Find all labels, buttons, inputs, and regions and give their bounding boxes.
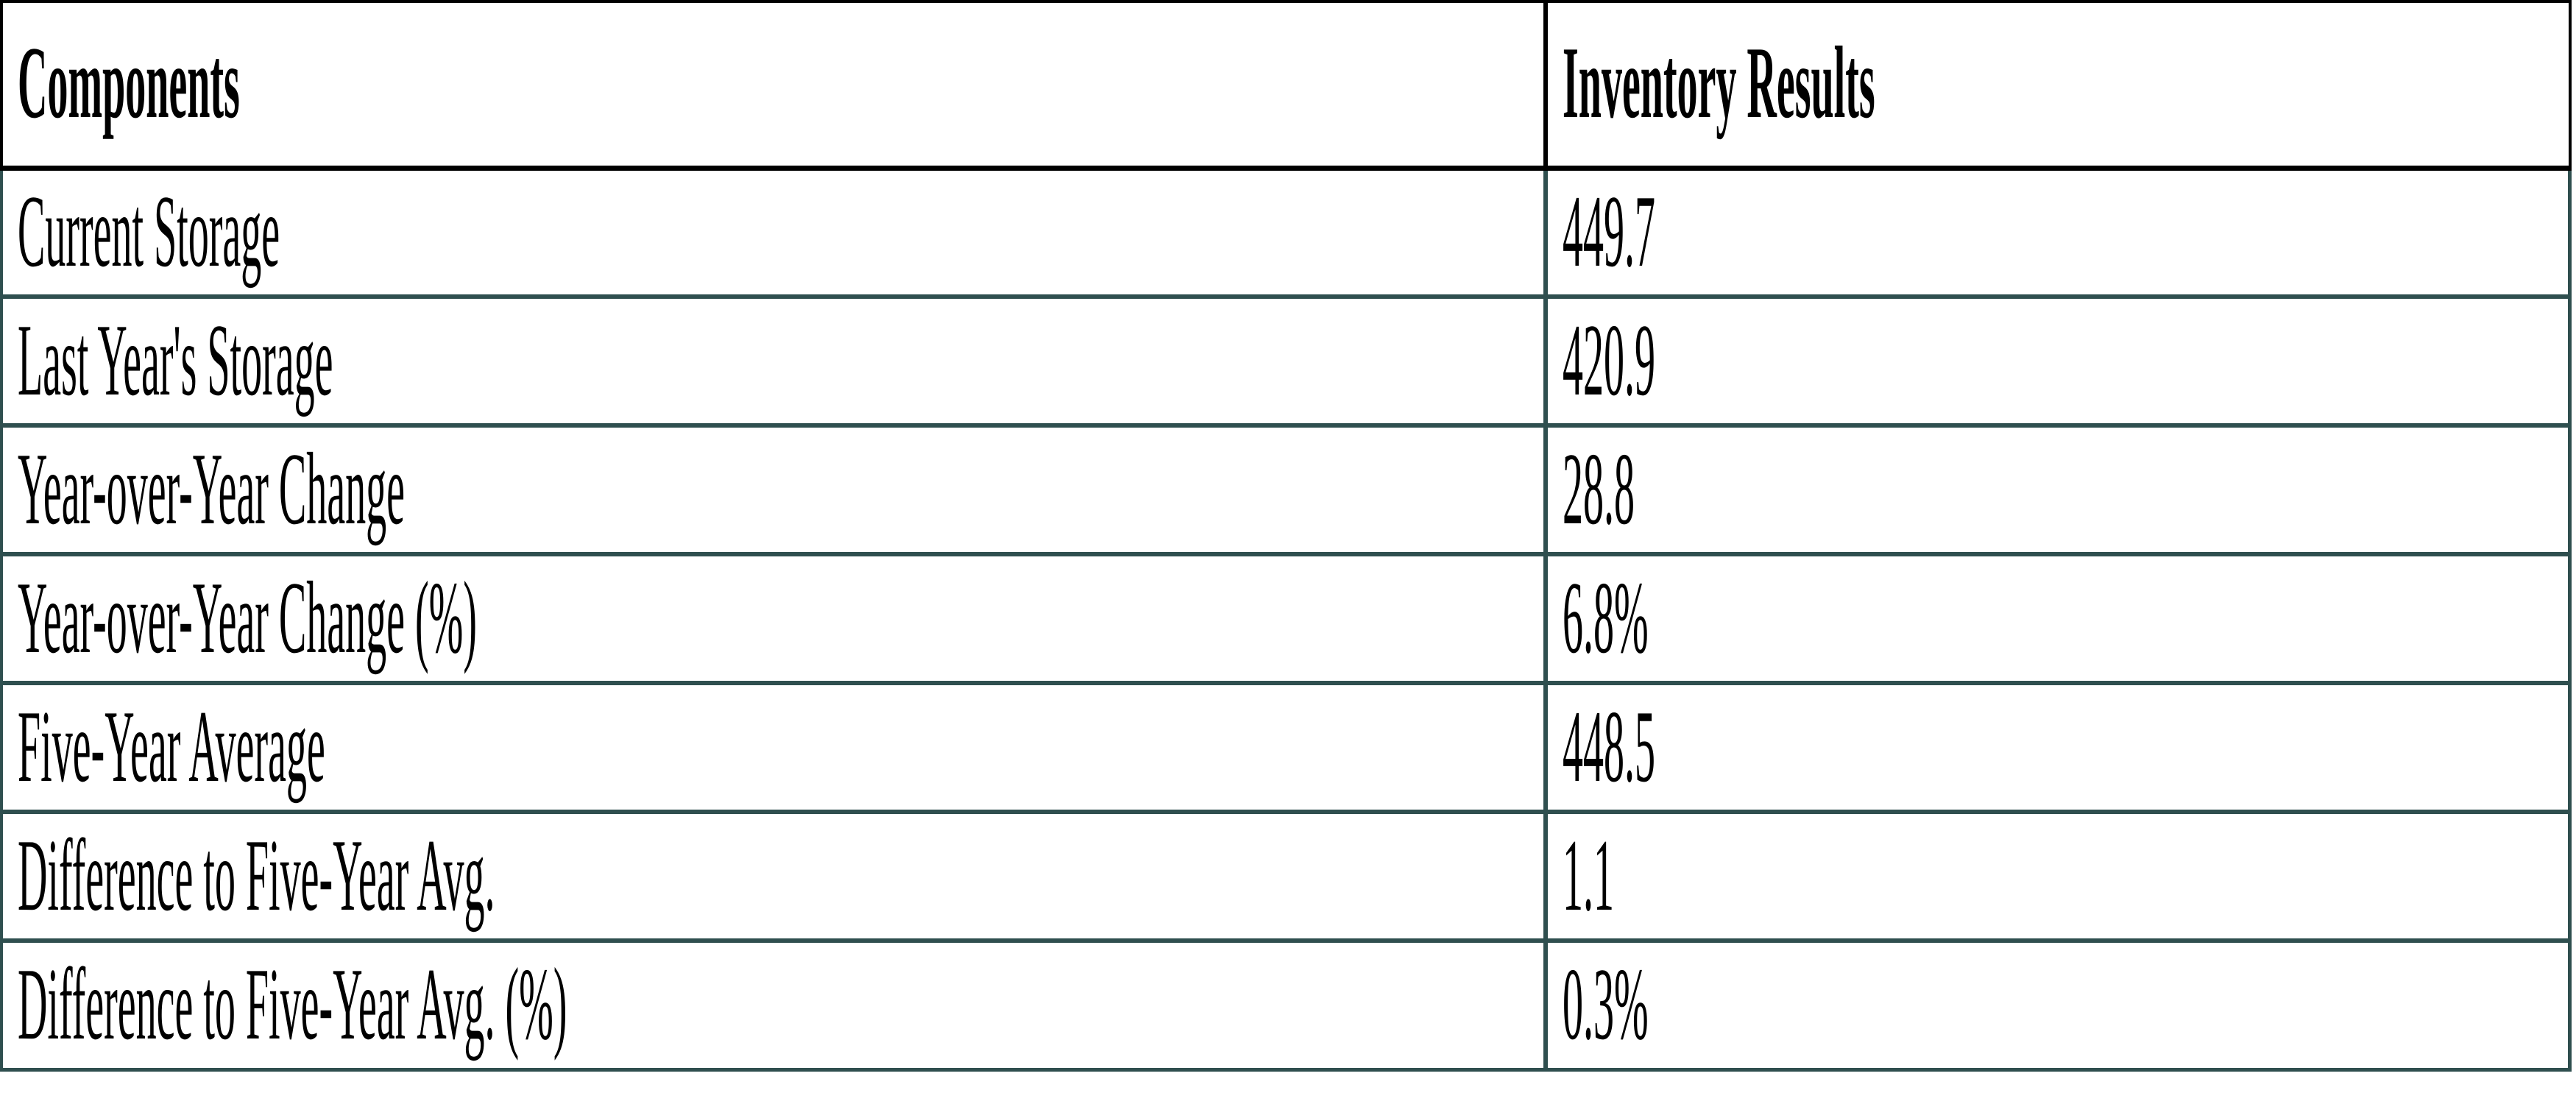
value-cell: 448.5: [1543, 681, 2572, 815]
table-row: Difference to Five-Year Avg. (%) 0.3%: [0, 938, 2572, 1072]
table-row: Five-Year Average 448.5: [0, 681, 2572, 815]
component-label: Year-over-Year Change: [18, 433, 406, 548]
value-cell: 6.8%: [1543, 552, 2572, 686]
value-label: 0.3%: [1563, 948, 1649, 1063]
value-label: 6.8%: [1563, 562, 1649, 676]
value-cell: 420.9: [1543, 294, 2572, 428]
component-label: Current Storage: [18, 175, 280, 290]
table-row: Last Year's Storage 420.9: [0, 294, 2572, 428]
inventory-results-table: Components Inventory Results Current Sto…: [0, 0, 2572, 1072]
component-label: Last Year's Storage: [18, 304, 333, 419]
component-cell: Current Storage: [0, 165, 1548, 300]
table-row: Year-over-Year Change 28.8: [0, 423, 2572, 557]
component-cell: Five-Year Average: [0, 681, 1548, 815]
table-header-row: Components Inventory Results: [0, 0, 2572, 171]
value-label: 448.5: [1563, 690, 1655, 805]
table-row: Difference to Five-Year Avg. 1.1: [0, 810, 2572, 944]
table-row: Current Storage 449.7: [0, 165, 2572, 300]
component-cell: Year-over-Year Change: [0, 423, 1548, 557]
value-label: 420.9: [1563, 304, 1655, 419]
component-label: Five-Year Average: [18, 690, 325, 805]
value-label: 1.1: [1563, 819, 1614, 934]
column-header-inventory-results: Inventory Results: [1544, 0, 2572, 171]
table-row: Year-over-Year Change (%) 6.8%: [0, 552, 2572, 686]
component-cell: Year-over-Year Change (%): [0, 552, 1548, 686]
value-cell: 449.7: [1543, 165, 2572, 300]
component-cell: Difference to Five-Year Avg. (%): [0, 938, 1548, 1072]
value-label: 449.7: [1563, 175, 1655, 290]
column-header-components-label: Components: [18, 26, 240, 141]
value-label: 28.8: [1563, 433, 1635, 548]
component-label: Difference to Five-Year Avg.: [18, 819, 495, 934]
column-header-components: Components: [0, 0, 1548, 171]
value-cell: 0.3%: [1543, 938, 2572, 1072]
component-cell: Last Year's Storage: [0, 294, 1548, 428]
value-cell: 1.1: [1543, 810, 2572, 944]
component-label: Year-over-Year Change (%): [18, 562, 477, 676]
column-header-inventory-results-label: Inventory Results: [1563, 26, 1875, 141]
component-label: Difference to Five-Year Avg. (%): [18, 948, 567, 1063]
component-cell: Difference to Five-Year Avg.: [0, 810, 1548, 944]
value-cell: 28.8: [1543, 423, 2572, 557]
